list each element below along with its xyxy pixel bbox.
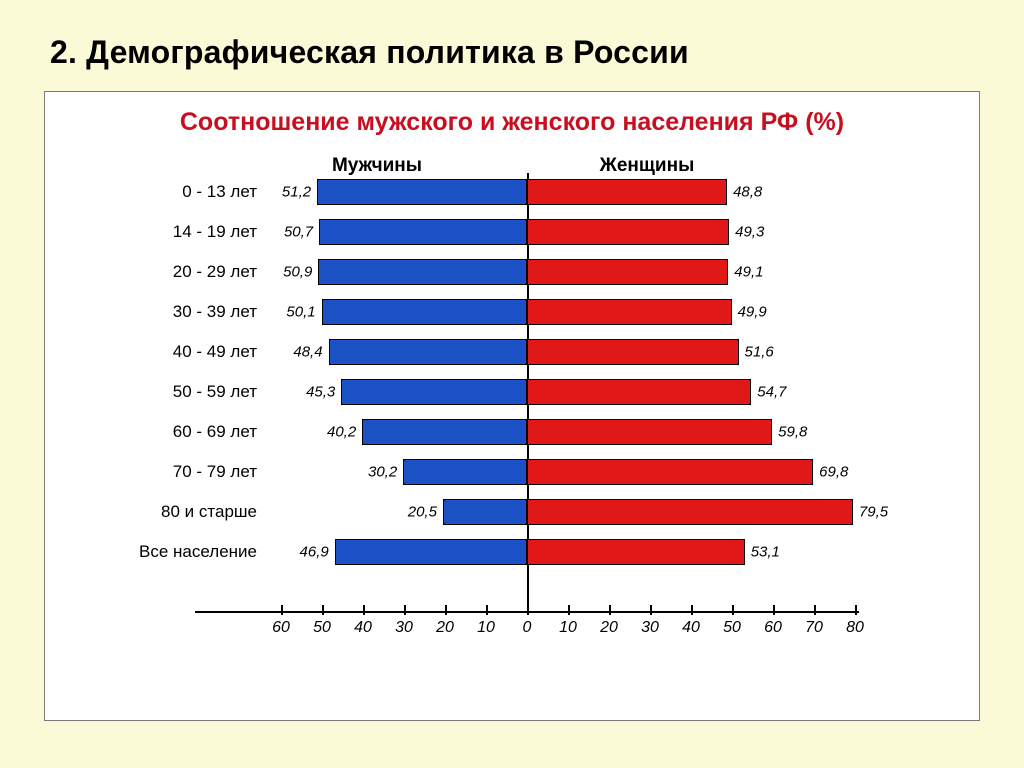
value-label-male: 50,7 xyxy=(284,224,313,241)
value-label-female: 49,1 xyxy=(734,264,763,281)
value-label-female: 51,6 xyxy=(745,344,774,361)
x-tick xyxy=(609,605,611,615)
x-tick-label: 50 xyxy=(723,619,741,637)
x-tick-label: 60 xyxy=(764,619,782,637)
x-tick xyxy=(281,605,283,615)
x-tick-label: 10 xyxy=(477,619,495,637)
bar-female xyxy=(527,499,853,525)
x-tick-label: 20 xyxy=(600,619,618,637)
age-label: 80 и старше xyxy=(161,502,257,522)
value-label-female: 79,5 xyxy=(859,504,888,521)
bar-male xyxy=(318,259,527,285)
bar-male xyxy=(319,219,527,245)
x-axis: 60 50 40 30 20 10 0 10 20 30 40 50 60 70 80 xyxy=(107,611,917,641)
x-tick xyxy=(568,605,570,615)
x-tick-label: 40 xyxy=(354,619,372,637)
x-tick-label: 80 xyxy=(846,619,864,637)
chart-plot-area: 0 - 13 лет 51,2 48,8 14 - 19 лет 50,7 49,3 20 … xyxy=(107,179,917,599)
value-label-male: 50,1 xyxy=(286,304,315,321)
bar-male xyxy=(443,499,527,525)
x-tick xyxy=(855,605,857,615)
bar-male xyxy=(362,419,527,445)
chart-row: 20 - 29 лет 50,9 49,1 xyxy=(107,259,917,285)
x-tick-label: 0 xyxy=(523,619,532,637)
bar-female xyxy=(527,459,813,485)
x-tick-label: 50 xyxy=(313,619,331,637)
bar-female xyxy=(527,379,751,405)
x-tick xyxy=(404,605,406,615)
x-tick-label: 30 xyxy=(395,619,413,637)
x-tick-label: 10 xyxy=(559,619,577,637)
chart-row: 0 - 13 лет 51,2 48,8 xyxy=(107,179,917,205)
chart-panel: Соотношение мужского и женского населени… xyxy=(44,91,980,721)
age-label: 20 - 29 лет xyxy=(173,262,257,282)
age-label: 50 - 59 лет xyxy=(173,382,257,402)
chart-title: Соотношение мужского и женского населени… xyxy=(75,108,949,137)
bar-female xyxy=(527,539,745,565)
bar-male xyxy=(322,299,527,325)
bar-female xyxy=(527,299,732,325)
chart-row: Все население 46,9 53,1 xyxy=(107,539,917,565)
x-tick-label: 70 xyxy=(805,619,823,637)
chart-row: 50 - 59 лет 45,3 54,7 xyxy=(107,379,917,405)
bar-male xyxy=(335,539,527,565)
bar-male xyxy=(317,179,527,205)
value-label-male: 50,9 xyxy=(283,264,312,281)
x-tick xyxy=(486,605,488,615)
chart-column-headers: Мужчины Женщины xyxy=(75,155,949,177)
x-tick xyxy=(732,605,734,615)
value-label-male: 40,2 xyxy=(327,424,356,441)
x-tick xyxy=(691,605,693,615)
value-label-male: 45,3 xyxy=(306,384,335,401)
value-label-female: 69,8 xyxy=(819,464,848,481)
chart-row: 60 - 69 лет 40,2 59,8 xyxy=(107,419,917,445)
value-label-female: 54,7 xyxy=(757,384,786,401)
value-label-male: 51,2 xyxy=(282,184,311,201)
bar-male xyxy=(403,459,527,485)
slide-title: 2. Демографическая политика в России xyxy=(50,34,980,71)
age-label: 30 - 39 лет xyxy=(173,302,257,322)
x-tick xyxy=(650,605,652,615)
value-label-female: 49,9 xyxy=(738,304,767,321)
x-tick xyxy=(363,605,365,615)
x-tick xyxy=(527,605,529,615)
chart-row: 70 - 79 лет 30,2 69,8 xyxy=(107,459,917,485)
age-label: 14 - 19 лет xyxy=(173,222,257,242)
chart-row: 14 - 19 лет 50,7 49,3 xyxy=(107,219,917,245)
header-male: Мужчины xyxy=(242,155,512,177)
age-label: 0 - 13 лет xyxy=(182,182,257,202)
bar-male xyxy=(329,339,527,365)
bar-female xyxy=(527,339,739,365)
value-label-female: 49,3 xyxy=(735,224,764,241)
bar-female xyxy=(527,259,728,285)
bar-male xyxy=(341,379,527,405)
value-label-female: 59,8 xyxy=(778,424,807,441)
age-label: 60 - 69 лет xyxy=(173,422,257,442)
value-label-female: 48,8 xyxy=(733,184,762,201)
value-label-female: 53,1 xyxy=(751,544,780,561)
bar-female xyxy=(527,179,727,205)
chart-row: 40 - 49 лет 48,4 51,6 xyxy=(107,339,917,365)
slide-page: 2. Демографическая политика в России Соо… xyxy=(0,0,1024,768)
x-tick xyxy=(773,605,775,615)
x-tick xyxy=(322,605,324,615)
chart-row: 30 - 39 лет 50,1 49,9 xyxy=(107,299,917,325)
value-label-male: 48,4 xyxy=(293,344,322,361)
age-label: 70 - 79 лет xyxy=(173,462,257,482)
value-label-male: 20,5 xyxy=(408,504,437,521)
chart-row: 80 и старше 20,5 79,5 xyxy=(107,499,917,525)
x-tick-label: 60 xyxy=(272,619,290,637)
age-label: Все население xyxy=(139,542,257,562)
age-label: 40 - 49 лет xyxy=(173,342,257,362)
x-tick xyxy=(445,605,447,615)
bar-female xyxy=(527,219,729,245)
bar-female xyxy=(527,419,772,445)
x-tick-label: 40 xyxy=(682,619,700,637)
x-tick-label: 30 xyxy=(641,619,659,637)
value-label-male: 46,9 xyxy=(300,544,329,561)
x-tick xyxy=(814,605,816,615)
x-tick-label: 20 xyxy=(436,619,454,637)
value-label-male: 30,2 xyxy=(368,464,397,481)
header-female: Женщины xyxy=(512,155,782,177)
